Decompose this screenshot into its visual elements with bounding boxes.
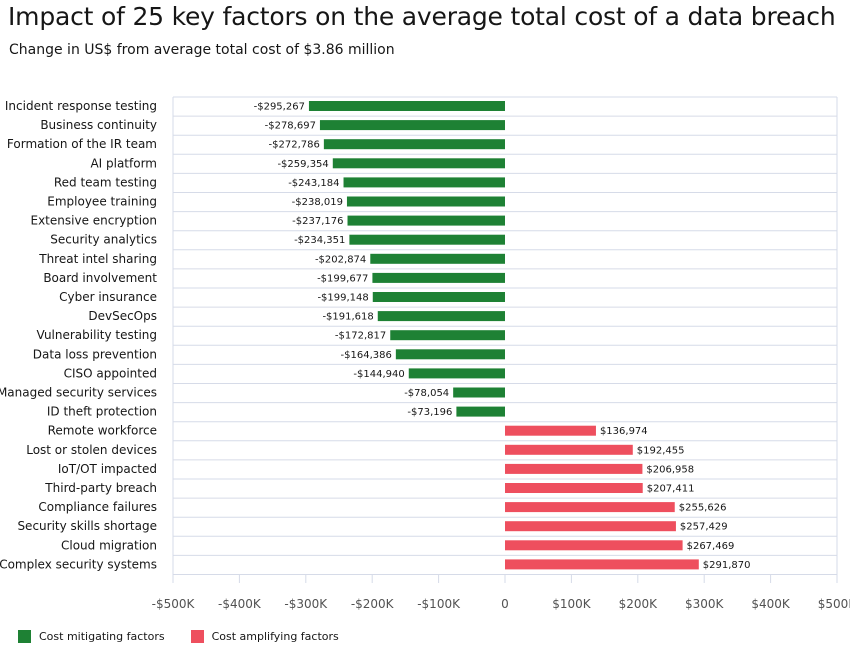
chart-subtitle: Change in US$ from average total cost of… — [9, 42, 395, 58]
category-label: Compliance failures — [38, 500, 157, 514]
category-label: Cyber insurance — [59, 290, 157, 304]
bar — [390, 330, 505, 341]
data-label: $192,455 — [637, 445, 685, 456]
category-label: Threat intel sharing — [38, 252, 157, 266]
bar — [349, 234, 505, 245]
x-tick-label: $100K — [552, 597, 592, 611]
legend-label-amplifying: Cost amplifying factors — [211, 630, 339, 643]
data-label: $267,469 — [687, 541, 735, 552]
bar — [453, 387, 505, 398]
data-label: -$78,054 — [404, 388, 449, 399]
bar — [395, 349, 505, 360]
bar — [347, 215, 505, 226]
data-label: -$199,148 — [317, 293, 368, 304]
data-label: $255,626 — [679, 503, 727, 514]
category-label: Data loss prevention — [33, 347, 157, 361]
data-label: -$172,817 — [335, 331, 386, 342]
legend-swatch-amplifying — [190, 630, 204, 643]
x-tick-label: -$200K — [351, 597, 395, 611]
category-label: ID theft protection — [47, 405, 157, 419]
category-label: Employee training — [47, 195, 157, 209]
legend-label-mitigating: Cost mitigating factors — [39, 630, 165, 643]
bar — [319, 120, 505, 131]
legend-item-mitigating[interactable]: Cost mitigating factors — [18, 630, 165, 643]
chart-title: Impact of 25 key factors on the average … — [8, 2, 836, 31]
category-label: AI platform — [90, 156, 157, 170]
data-label: $207,411 — [647, 484, 695, 495]
bar — [323, 139, 505, 150]
category-label: Red team testing — [54, 175, 157, 189]
bar — [372, 292, 505, 302]
bar — [456, 406, 505, 417]
chart-legend: Cost mitigating factors Cost amplifying … — [18, 630, 339, 643]
data-label: -$73,196 — [407, 407, 452, 418]
category-label: Security analytics — [50, 233, 157, 247]
data-label: -$237,176 — [292, 216, 343, 227]
bar — [505, 540, 683, 551]
x-tick-label: 0 — [501, 597, 509, 611]
legend-item-amplifying[interactable]: Cost amplifying factors — [190, 630, 339, 643]
bar — [505, 425, 596, 436]
bar — [308, 101, 505, 111]
bar — [343, 177, 505, 188]
data-label: -$272,786 — [269, 140, 320, 151]
category-label: Board involvement — [43, 271, 157, 285]
data-label: -$259,354 — [277, 159, 328, 170]
category-label: Formation of the IR team — [7, 137, 157, 151]
category-label: Incident response testing — [5, 99, 157, 113]
data-label: $136,974 — [600, 426, 648, 437]
bar — [505, 483, 643, 493]
category-label: Extensive encryption — [31, 214, 158, 228]
data-label: -$243,184 — [288, 178, 339, 189]
bar — [370, 253, 505, 264]
bar — [505, 463, 643, 474]
data-label: -$144,940 — [353, 369, 404, 380]
legend-swatch-mitigating — [18, 630, 31, 643]
category-label: Security skills shortage — [17, 519, 157, 533]
data-label: -$202,874 — [315, 254, 366, 265]
bar — [408, 368, 505, 379]
bar — [505, 521, 676, 532]
category-label: Cloud migration — [61, 538, 157, 552]
data-label: -$238,019 — [292, 197, 343, 208]
data-label: -$191,618 — [322, 312, 373, 323]
category-label: Lost or stolen devices — [26, 443, 157, 457]
x-tick-label: $500K — [818, 597, 850, 611]
category-label: CISO appointed — [64, 366, 157, 380]
category-label: Third-party breach — [44, 481, 157, 495]
bar — [372, 272, 505, 283]
x-tick-label: -$400K — [218, 597, 262, 611]
category-label: Remote workforce — [48, 424, 157, 438]
bar — [377, 311, 505, 322]
data-label: -$199,677 — [317, 273, 368, 284]
bar — [505, 444, 633, 455]
x-tick-label: -$500K — [152, 597, 196, 611]
x-tick-label: $200K — [619, 597, 659, 611]
x-tick-label: -$300K — [284, 597, 328, 611]
x-tick-label: -$100K — [417, 597, 461, 611]
x-tick-label: $400K — [751, 597, 791, 611]
data-label: -$164,386 — [341, 350, 392, 361]
data-label: -$278,697 — [265, 121, 316, 132]
bar — [505, 559, 699, 570]
x-tick-label: $300K — [685, 597, 725, 611]
data-label: $257,429 — [680, 522, 728, 533]
data-label: -$234,351 — [294, 235, 345, 246]
data-label: $291,870 — [703, 560, 751, 571]
bar — [505, 502, 675, 513]
category-label: Managed security services — [0, 386, 157, 400]
bar-chart: -$500K -$400K -$300K -$200K -$100K 0 $100K $200… — [0, 96, 850, 611]
data-label: $206,958 — [646, 464, 694, 475]
bar — [346, 196, 505, 207]
category-label: Business continuity — [40, 118, 157, 132]
category-label: DevSecOps — [88, 309, 157, 323]
category-label: IoT/OT impacted — [58, 462, 157, 476]
data-label: -$295,267 — [254, 102, 305, 113]
category-label: Vulnerability testing — [37, 328, 157, 342]
bar — [332, 158, 505, 169]
category-label: Complex security systems — [0, 557, 157, 571]
